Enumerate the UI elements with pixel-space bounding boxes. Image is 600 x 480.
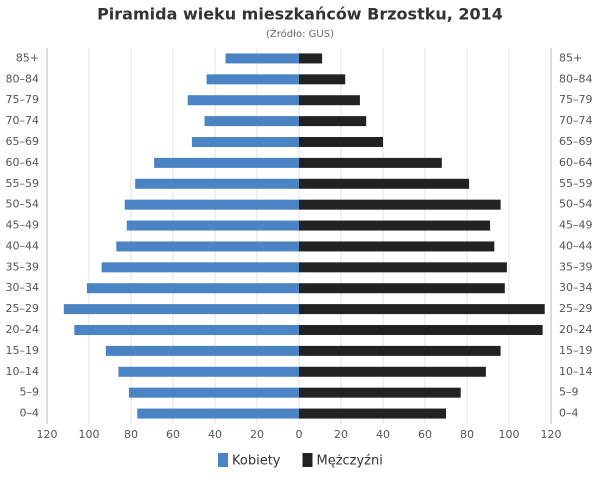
y-tick-label: 80–84: [6, 72, 40, 85]
bar: [299, 157, 442, 168]
y-tick-label: 50–54: [559, 198, 593, 211]
y-tick-label: 60–64: [559, 156, 593, 169]
y-tick-label: 40–44: [559, 239, 593, 252]
y-tick-label: 10–14: [6, 365, 40, 378]
bar: [299, 116, 367, 127]
y-tick-label: 65–69: [559, 135, 593, 148]
y-tick-label: 45–49: [559, 219, 593, 232]
bar: [299, 304, 545, 315]
y-tick-label: 20–24: [559, 323, 593, 336]
x-tick-label: 20: [250, 428, 264, 441]
y-tick-label: 80–84: [559, 72, 593, 85]
bar: [225, 53, 299, 64]
x-tick-label: 20: [334, 428, 348, 441]
x-tick-label: 0: [296, 428, 303, 441]
y-tick-label: 40–44: [6, 239, 40, 252]
y-tick-label: 30–34: [6, 281, 40, 294]
bar: [187, 95, 299, 106]
bar: [204, 116, 299, 127]
bar: [118, 366, 300, 377]
bar: [124, 199, 299, 210]
x-tick-label: 120: [541, 428, 562, 441]
y-tick-label: 55–59: [559, 177, 593, 190]
y-tick-label: 85+: [559, 51, 582, 64]
x-tick-label: 60: [166, 428, 180, 441]
y-tick-label: 20–24: [6, 323, 40, 336]
y-tick-label: 0–4: [559, 407, 579, 420]
x-tick-label: 80: [124, 428, 138, 441]
legend-label: Kobiety: [232, 454, 281, 469]
y-tick-label: 10–14: [559, 365, 593, 378]
x-tick-label: 40: [376, 428, 390, 441]
y-tick-label: 35–39: [559, 260, 593, 273]
bar: [191, 137, 299, 147]
bar: [299, 345, 501, 356]
legend-label: Mężczyźni: [316, 454, 382, 469]
bar: [299, 283, 505, 294]
bar: [299, 137, 383, 147]
bar: [74, 325, 299, 335]
bar: [206, 74, 299, 85]
legend-swatch: [218, 453, 228, 467]
y-tick-label: 35–39: [6, 260, 40, 273]
bar: [128, 387, 299, 398]
bar: [116, 241, 299, 252]
y-tick-label: 75–79: [6, 93, 40, 106]
y-tick-label: 30–34: [559, 281, 593, 294]
bar: [63, 304, 299, 315]
bar: [299, 241, 495, 252]
y-tick-label: 50–54: [6, 198, 40, 211]
x-tick-label: 80: [460, 428, 474, 441]
legend-swatch: [302, 453, 313, 467]
bar: [299, 74, 346, 85]
bar: [135, 178, 299, 189]
x-tick-label: 100: [499, 428, 520, 441]
y-tick-label: 25–29: [559, 302, 593, 315]
y-tick-label: 85+: [16, 51, 39, 64]
bar: [137, 408, 299, 419]
y-tick-label: 45–49: [6, 219, 40, 232]
bar: [299, 53, 323, 64]
bar: [299, 199, 501, 210]
y-tick-label: 15–19: [6, 344, 40, 357]
bar: [299, 387, 461, 398]
bar: [299, 262, 507, 273]
x-tick-label: 40: [208, 428, 222, 441]
chart-title: Piramida wieku mieszkańców Brzostku, 201…: [97, 5, 503, 24]
y-tick-label: 75–79: [559, 93, 593, 106]
bar: [299, 220, 491, 231]
x-tick-label: 120: [37, 428, 58, 441]
y-tick-label: 0–4: [20, 407, 40, 420]
bar: [154, 157, 299, 168]
y-tick-label: 70–74: [559, 114, 593, 127]
bar: [299, 325, 543, 335]
y-tick-label: 70–74: [6, 114, 40, 127]
bar: [86, 283, 300, 294]
y-tick-label: 55–59: [6, 177, 40, 190]
x-tick-label: 100: [79, 428, 100, 441]
bar: [126, 220, 299, 231]
bar: [105, 345, 299, 356]
x-tick-label: 60: [418, 428, 432, 441]
y-tick-label: 65–69: [6, 135, 40, 148]
bar: [299, 178, 470, 189]
bar: [299, 408, 446, 419]
bar: [101, 262, 299, 273]
y-tick-label: 5–9: [559, 386, 579, 399]
y-tick-label: 5–9: [20, 386, 40, 399]
bar: [299, 366, 486, 377]
y-tick-label: 60–64: [6, 156, 40, 169]
y-tick-label: 25–29: [6, 302, 40, 315]
chart-subtitle: (Źródło: GUS): [266, 27, 334, 40]
bar: [299, 95, 360, 106]
y-tick-label: 15–19: [559, 344, 593, 357]
